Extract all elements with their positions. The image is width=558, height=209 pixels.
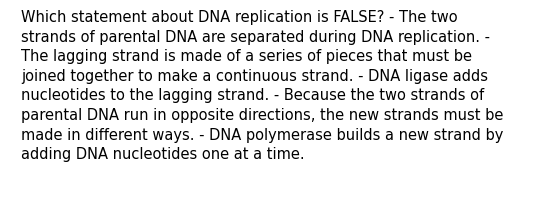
- Text: Which statement about DNA replication is FALSE? - The two
strands of parental DN: Which statement about DNA replication is…: [21, 10, 503, 162]
